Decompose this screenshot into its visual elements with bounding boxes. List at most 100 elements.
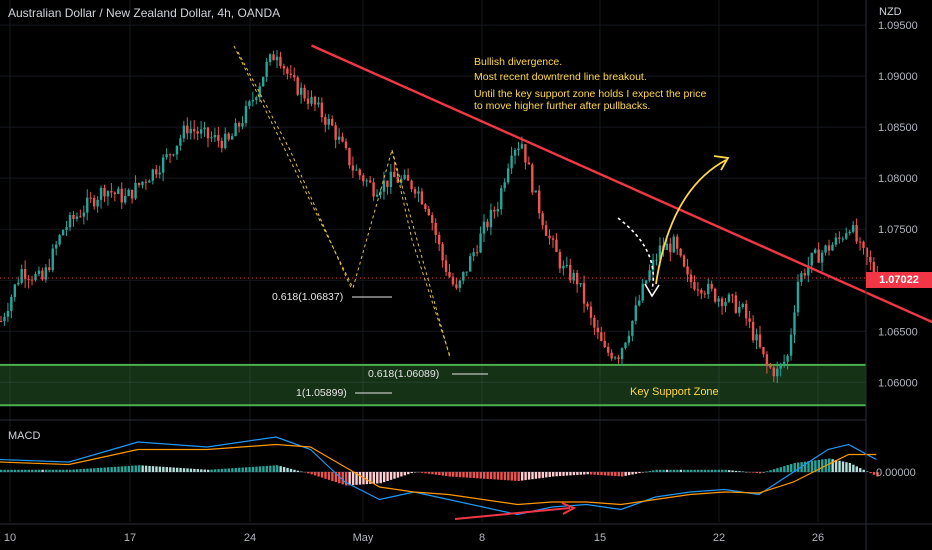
macd-histogram-bar bbox=[676, 469, 679, 472]
macd-histogram-bar bbox=[610, 472, 614, 476]
macd-histogram-bar bbox=[562, 472, 565, 476]
macd-histogram-bar bbox=[13, 469, 17, 472]
y-tick-label: 1.08500 bbox=[878, 122, 918, 134]
macd-histogram-bar bbox=[655, 469, 658, 472]
macd-histogram-bar bbox=[358, 472, 362, 485]
candle-body bbox=[258, 86, 261, 98]
candle bbox=[237, 121, 241, 133]
macd-histogram-bar bbox=[51, 469, 55, 472]
candle bbox=[672, 234, 675, 253]
annotation-line-1: Bullish divergence. bbox=[474, 56, 563, 68]
candle-body bbox=[220, 140, 223, 149]
candle-body bbox=[575, 272, 579, 285]
candle bbox=[500, 185, 503, 215]
candle bbox=[68, 211, 72, 232]
candle bbox=[610, 349, 613, 361]
candle bbox=[317, 97, 320, 108]
candle bbox=[189, 120, 192, 140]
macd-histogram-bar bbox=[300, 471, 303, 473]
macd-histogram-bar bbox=[614, 472, 617, 477]
candle bbox=[669, 237, 672, 262]
candle bbox=[34, 271, 37, 282]
macd-histogram-bar bbox=[386, 472, 389, 481]
candle bbox=[458, 279, 462, 293]
candle-body bbox=[37, 270, 41, 275]
macd-histogram-bar bbox=[741, 471, 745, 473]
candle bbox=[607, 342, 610, 357]
candle-body bbox=[237, 123, 241, 127]
x-tick-label: 8 bbox=[479, 532, 485, 544]
candle bbox=[355, 164, 358, 171]
macd-zero-label: 0.00000 bbox=[876, 467, 916, 479]
macd-histogram-bar bbox=[37, 469, 41, 472]
macd-histogram-bar bbox=[348, 472, 351, 486]
candle bbox=[562, 260, 565, 276]
candle-body bbox=[769, 365, 772, 368]
macd-histogram-bar bbox=[48, 469, 51, 472]
candle bbox=[437, 231, 441, 252]
macd-histogram-bar bbox=[617, 472, 620, 477]
macd-histogram-bar bbox=[596, 472, 600, 475]
macd-histogram-bar bbox=[579, 472, 582, 475]
candle bbox=[251, 91, 255, 107]
candle-body bbox=[306, 98, 310, 104]
candle-body bbox=[396, 177, 399, 183]
macd-histogram-bar bbox=[165, 467, 168, 472]
candle bbox=[337, 128, 341, 144]
candle-body bbox=[772, 367, 775, 377]
candle bbox=[172, 153, 175, 157]
macd-histogram-bar bbox=[141, 465, 144, 472]
candle bbox=[65, 220, 68, 236]
candle bbox=[727, 292, 731, 304]
macd-histogram-bar bbox=[393, 472, 396, 479]
candle-body bbox=[224, 133, 227, 149]
candle bbox=[310, 90, 313, 107]
macd-histogram-bar bbox=[44, 469, 48, 472]
candle-body bbox=[462, 271, 465, 281]
macd-histogram-bar bbox=[131, 465, 134, 472]
candle bbox=[506, 163, 510, 185]
macd-histogram-bar bbox=[876, 472, 879, 477]
candle-body bbox=[30, 279, 34, 281]
candle bbox=[168, 153, 172, 164]
macd-histogram-bar bbox=[565, 472, 569, 476]
macd-histogram-bar bbox=[786, 465, 789, 472]
divergence-arrow bbox=[454, 507, 571, 520]
grid-lines bbox=[0, 0, 866, 522]
candle bbox=[479, 226, 482, 254]
candle bbox=[803, 268, 807, 280]
macd-histogram-bar bbox=[82, 468, 86, 472]
candle bbox=[593, 315, 596, 336]
candle-body bbox=[524, 144, 527, 163]
macd-histogram-bar bbox=[400, 472, 403, 477]
candle bbox=[244, 100, 248, 127]
macd-histogram-bar bbox=[41, 469, 44, 472]
candle bbox=[703, 290, 706, 299]
macd-histogram-bar bbox=[103, 467, 106, 472]
candle bbox=[92, 194, 96, 210]
candle-body bbox=[393, 171, 396, 178]
candle-body bbox=[417, 191, 420, 194]
macd-histogram-bar bbox=[420, 472, 424, 473]
macd-histogram-bar bbox=[593, 472, 596, 475]
macd-histogram-bar bbox=[631, 472, 634, 475]
candle bbox=[617, 354, 620, 364]
candle bbox=[72, 210, 75, 227]
candle-body bbox=[251, 99, 255, 102]
macd-histogram-bar bbox=[127, 465, 131, 472]
candle-body bbox=[286, 68, 289, 74]
candle-body bbox=[303, 87, 306, 99]
candle-body bbox=[855, 225, 858, 242]
macd-histogram-bar bbox=[803, 461, 807, 472]
candle bbox=[475, 244, 479, 257]
candle bbox=[555, 233, 558, 253]
candle-body bbox=[786, 355, 789, 362]
candle-body bbox=[579, 283, 582, 285]
candle-body bbox=[158, 172, 161, 175]
macd-histogram-bar bbox=[351, 472, 355, 486]
candle-body bbox=[617, 357, 620, 360]
candle-body bbox=[458, 280, 462, 288]
macd-histogram-bar bbox=[465, 472, 469, 478]
candle bbox=[472, 248, 475, 262]
